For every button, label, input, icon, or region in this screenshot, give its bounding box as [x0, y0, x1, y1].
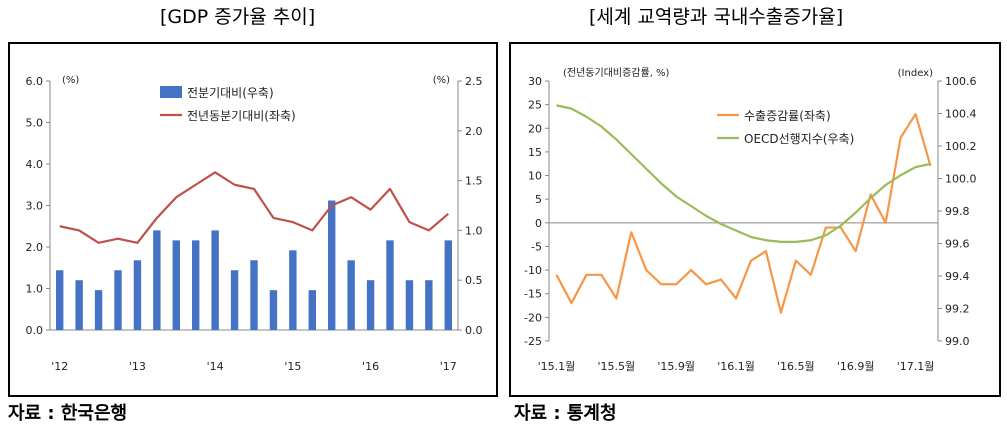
- left-tick-label: 5: [535, 193, 542, 206]
- left-tick-label: 6.0: [26, 75, 44, 88]
- bar-19: [425, 280, 433, 330]
- bar-12: [289, 250, 297, 330]
- bar-16: [366, 280, 375, 330]
- left-tick-label: 15: [528, 146, 542, 159]
- bar-1: [75, 280, 83, 330]
- bar-4: [133, 260, 142, 330]
- x-tick-label: '15.9월: [657, 360, 695, 373]
- left-tick-label: 20: [528, 122, 542, 135]
- bar-10: [250, 260, 258, 330]
- legend-label-1: OECD선행지수(우축): [744, 131, 854, 146]
- series-line-0: [555, 112, 932, 314]
- x-tick-label: '13: [129, 360, 146, 373]
- right-tick-label: 1.5: [465, 175, 483, 188]
- legend-swatch-0: [160, 86, 182, 98]
- left-chart-title: [GDP 증가율 추이]: [160, 6, 316, 28]
- bar-14: [328, 200, 336, 330]
- left-tick-label: 25: [528, 99, 542, 112]
- bar-18: [405, 280, 414, 330]
- legend-label-1: 전년동분기대비(좌축): [187, 109, 296, 123]
- gdp-chart-panel: 6.0 5.0 4.0 3.0 2.0 1.0 0.0 2.5 2.0 1.5 1.0 0.5 0.0 (…: [8, 42, 498, 397]
- right-source-note: 자료 : 통계청: [514, 403, 617, 424]
- right-tick-label: 2.5: [465, 75, 483, 88]
- legend-label-0: 전분기대비(우축): [187, 86, 274, 100]
- bar-15: [347, 260, 355, 330]
- x-tick-label: '16: [362, 360, 379, 373]
- left-axis-unit: (%): [62, 75, 79, 86]
- left-source-note: 자료 : 한국은행: [8, 403, 128, 424]
- x-tick-label: '12: [51, 360, 68, 373]
- bar-0: [56, 270, 64, 330]
- right-axis-unit: (%): [433, 75, 450, 86]
- x-tick-label: '16.9월: [837, 360, 875, 373]
- series-line-1: [59, 171, 450, 244]
- right-axis-unit: (Index): [898, 68, 933, 79]
- left-tick-label: 10: [528, 170, 542, 183]
- left-tick-label: -20: [524, 311, 542, 324]
- right-tick-label: 99.4: [945, 270, 970, 283]
- left-tick-label: 3.0: [26, 200, 44, 213]
- left-tick-label: 30: [528, 75, 542, 88]
- bar-6: [172, 240, 180, 330]
- x-tick-label: '16.5월: [777, 360, 815, 373]
- right-tick-label: 99.2: [945, 303, 970, 316]
- x-tick-label: '15.5월: [598, 360, 636, 373]
- x-tick-label: '17.1월: [897, 360, 935, 373]
- left-tick-label: 4.0: [26, 158, 44, 171]
- bar-3: [114, 270, 122, 330]
- right-tick-label: 100.6: [945, 75, 977, 88]
- right-tick-label: 99.0: [945, 335, 970, 348]
- right-tick-label: 100.4: [945, 108, 977, 121]
- series-line-1: [556, 104, 931, 243]
- trade-chart-panel: 30 25 20 15 10 5 0 -5 -10 -15 -20 -25 100.6 100.4 100.…: [509, 42, 1001, 397]
- right-chart-title: [세계 교역량과 국내수출증가율]: [589, 6, 844, 28]
- bar-5: [153, 230, 161, 330]
- right-tick-label: 0.5: [465, 274, 483, 287]
- left-tick-label: 1.0: [26, 283, 44, 296]
- x-tick-label: '15.1월: [538, 360, 576, 373]
- bar-17: [386, 240, 394, 330]
- left-tick-label: 0.0: [26, 324, 44, 337]
- left-tick-label: -15: [524, 288, 542, 301]
- right-tick-label: 2.0: [465, 125, 483, 138]
- bar-20: [444, 240, 452, 330]
- right-tick-label: 99.6: [945, 238, 970, 251]
- legend-label-0: 수출증감률(좌축): [744, 109, 831, 123]
- trade-chart: 30 25 20 15 10 5 0 -5 -10 -15 -20 -25 100.6 100.4 100.…: [524, 67, 977, 373]
- x-tick-label: '17: [440, 360, 457, 373]
- left-tick-label: 0: [535, 217, 542, 230]
- left-tick-label: -25: [524, 335, 542, 348]
- x-tick-label: '16.1월: [717, 360, 755, 373]
- left-tick-label: 2.0: [26, 241, 44, 254]
- right-tick-label: 0.0: [465, 324, 483, 337]
- right-tick-label: 100.0: [945, 173, 977, 186]
- left-tick-label: -10: [524, 264, 542, 277]
- bar-9: [230, 270, 239, 330]
- bar-2: [94, 290, 103, 330]
- bar-13: [308, 290, 316, 330]
- left-tick-label: -5: [531, 240, 542, 253]
- left-axis-unit: (전년동기대비증감률, %): [563, 67, 670, 79]
- x-tick-label: '15: [284, 360, 301, 373]
- x-tick-label: '14: [207, 360, 224, 373]
- right-tick-label: 99.8: [945, 205, 970, 218]
- right-tick-label: 1.0: [465, 224, 483, 237]
- right-tick-label: 100.2: [945, 140, 977, 153]
- bar-8: [211, 230, 219, 330]
- bar-7: [192, 240, 200, 330]
- gdp-chart: 6.0 5.0 4.0 3.0 2.0 1.0 0.0 2.5 2.0 1.5 1.0 0.5 0.0 (…: [26, 75, 483, 373]
- bar-11: [269, 290, 278, 330]
- left-tick-label: 5.0: [26, 117, 44, 130]
